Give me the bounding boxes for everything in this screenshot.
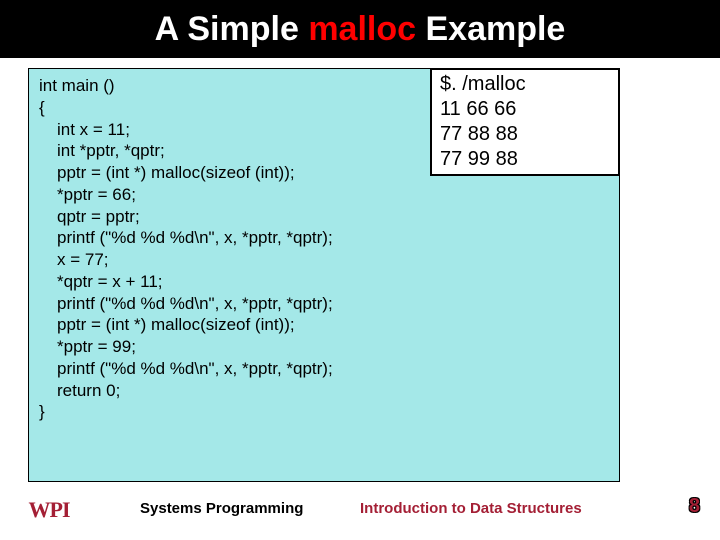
title-prefix: A Simple xyxy=(155,10,309,48)
wpi-logo: WPI xyxy=(20,494,78,526)
output-line: $. /malloc xyxy=(440,72,610,97)
footer: WPI Systems Programming Introduction to … xyxy=(0,490,720,540)
footer-center-text: Introduction to Data Structures xyxy=(360,500,582,517)
title-suffix: Example xyxy=(416,10,565,48)
output-block: $. /malloc 11 66 66 77 88 88 77 99 88 xyxy=(430,68,620,176)
code-line: x = 77; xyxy=(39,249,609,271)
code-line: } xyxy=(39,401,609,423)
code-line: pptr = (int *) malloc(sizeof (int)); xyxy=(39,314,609,336)
code-line: *pptr = 99; xyxy=(39,336,609,358)
slide-title: A Simple malloc Example xyxy=(155,10,566,49)
output-line: 77 88 88 xyxy=(440,122,610,147)
output-line: 77 99 88 xyxy=(440,147,610,172)
logo-text: WPI xyxy=(29,497,70,523)
code-line: return 0; xyxy=(39,380,609,402)
page-number: 8 xyxy=(689,495,700,518)
title-bar: A Simple malloc Example xyxy=(0,0,720,58)
code-line: printf ("%d %d %d\n", x, *pptr, *qptr); xyxy=(39,227,609,249)
footer-left-text: Systems Programming xyxy=(140,500,303,517)
code-line: printf ("%d %d %d\n", x, *pptr, *qptr); xyxy=(39,358,609,380)
output-line: 11 66 66 xyxy=(440,97,610,122)
title-highlight: malloc xyxy=(308,10,416,48)
code-line: printf ("%d %d %d\n", x, *pptr, *qptr); xyxy=(39,293,609,315)
code-line: *pptr = 66; xyxy=(39,184,609,206)
code-line: *qptr = x + 11; xyxy=(39,271,609,293)
code-line: qptr = pptr; xyxy=(39,206,609,228)
